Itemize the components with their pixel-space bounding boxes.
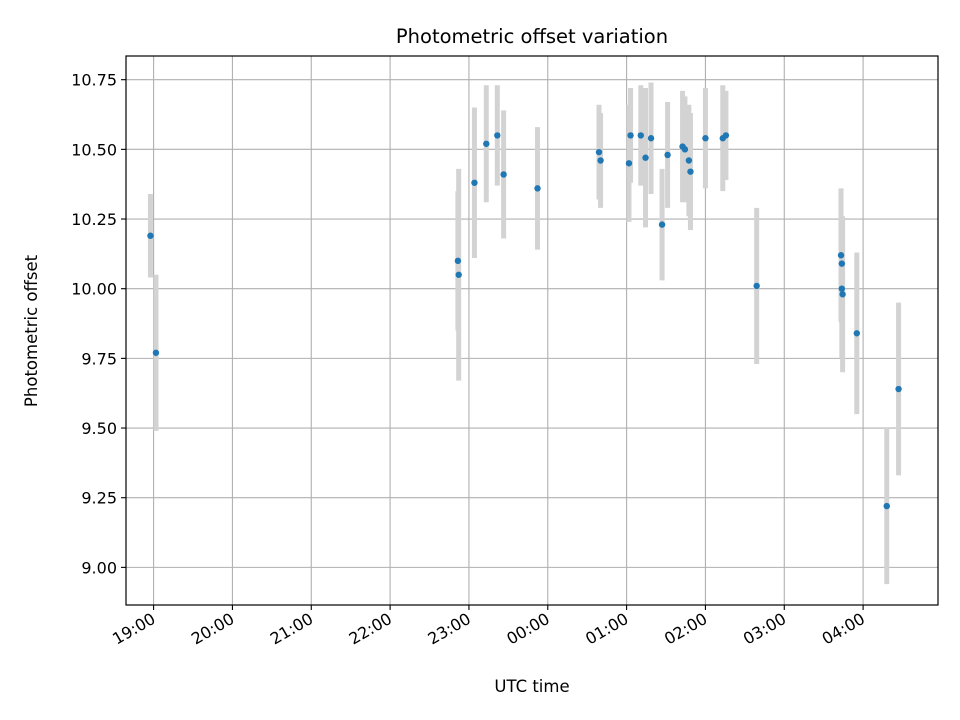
data-point bbox=[627, 132, 634, 139]
data-point bbox=[647, 135, 655, 142]
data-point bbox=[838, 260, 846, 267]
y-tick-label: 9.00 bbox=[81, 558, 117, 577]
x-axis-label: UTC time bbox=[494, 677, 569, 696]
x-axis-ticks: 19:00 20:00 21:00 22:00 23:00 00:00 01:00 02:00… bbox=[109, 605, 868, 649]
data-point bbox=[471, 179, 478, 186]
data-point bbox=[494, 132, 501, 139]
x-tick-label: 23:00 bbox=[425, 609, 474, 649]
data-point bbox=[753, 282, 760, 290]
data-point bbox=[837, 252, 845, 259]
y-tick-label: 9.75 bbox=[81, 349, 117, 368]
y-tick-label: 10.75 bbox=[71, 71, 117, 90]
data-point bbox=[722, 132, 730, 139]
x-tick-label: 20:00 bbox=[188, 609, 237, 649]
data-point bbox=[838, 285, 846, 292]
grid-layer bbox=[126, 56, 938, 605]
data-point bbox=[597, 157, 604, 164]
y-tick-label: 10.25 bbox=[71, 210, 117, 229]
data-point bbox=[455, 271, 462, 278]
data-point bbox=[534, 185, 541, 192]
data-point bbox=[685, 157, 693, 164]
data-point bbox=[839, 291, 846, 298]
plot-frame bbox=[125, 55, 939, 606]
x-tick-label: 01:00 bbox=[582, 609, 631, 649]
y-axis-ticks: 9.00 9.25 9.50 9.75 10.00 10.25 10.50 10.75 bbox=[71, 71, 126, 577]
data-point bbox=[595, 148, 603, 156]
data-point bbox=[147, 232, 154, 239]
y-tick-label: 10.00 bbox=[71, 280, 117, 299]
y-tick-label: 10.50 bbox=[71, 140, 117, 159]
point-layer bbox=[147, 132, 902, 510]
data-point bbox=[681, 146, 689, 153]
data-point bbox=[853, 330, 860, 337]
data-point bbox=[642, 154, 649, 161]
data-point bbox=[625, 160, 633, 167]
data-point bbox=[454, 257, 462, 265]
x-tick-label: 04:00 bbox=[819, 609, 868, 649]
chart-title: Photometric offset variation bbox=[396, 25, 668, 48]
data-point bbox=[895, 385, 902, 393]
x-tick-label: 19:00 bbox=[109, 609, 158, 649]
x-tick-label: 21:00 bbox=[267, 609, 316, 649]
data-point bbox=[483, 140, 490, 147]
x-tick-label: 00:00 bbox=[503, 609, 552, 649]
y-tick-label: 9.25 bbox=[81, 489, 117, 508]
errorbar-layer bbox=[147, 82, 902, 585]
x-tick-label: 02:00 bbox=[661, 609, 710, 649]
data-point bbox=[500, 171, 507, 178]
data-point bbox=[637, 132, 644, 139]
data-point bbox=[687, 168, 694, 175]
x-tick-label: 03:00 bbox=[740, 609, 789, 649]
data-point bbox=[664, 151, 671, 159]
data-point bbox=[658, 221, 666, 228]
data-point bbox=[883, 502, 890, 510]
data-point bbox=[152, 349, 160, 356]
data-point bbox=[702, 135, 709, 142]
y-axis-label: Photometric offset bbox=[22, 254, 41, 407]
x-tick-label: 22:00 bbox=[346, 609, 395, 649]
y-tick-label: 9.50 bbox=[81, 419, 117, 438]
